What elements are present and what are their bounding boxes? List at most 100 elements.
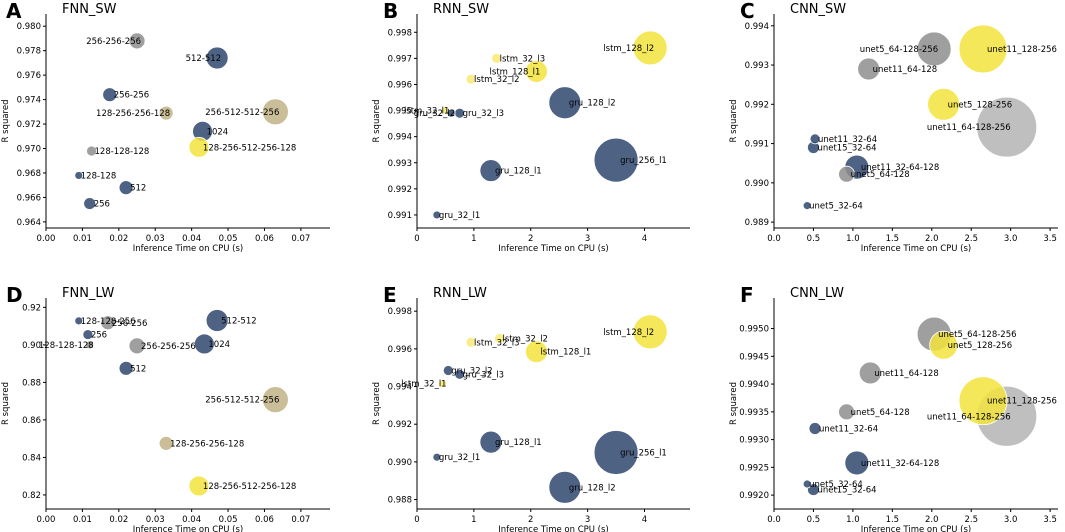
x-tick-label: 0.5 <box>807 234 821 244</box>
x-tick-label: 0.02 <box>109 234 128 244</box>
x-axis-label: Inference Time on CPU (s) <box>861 244 971 254</box>
bubble-label: 256-256-256 <box>86 37 141 47</box>
y-tick-label: 0.9945 <box>739 352 769 362</box>
x-tick-label: 3 <box>585 234 590 244</box>
bubble-unet5-32-64 <box>802 479 812 489</box>
panel-letter: B <box>383 0 398 23</box>
y-tick-label: 0.991 <box>745 140 769 150</box>
y-tick-label: 0.9940 <box>739 380 769 390</box>
bubble-label: lstm_32_l1 <box>404 107 450 117</box>
bubble-label: unet5_64-128 <box>851 170 910 180</box>
bubble-label: unet11_32-64-128 <box>861 163 939 173</box>
y-tick-label: 0.993 <box>745 61 769 71</box>
x-tick-label: 0.04 <box>182 515 201 525</box>
bubble-label: unet5_128-256 <box>948 341 1013 351</box>
bubble-256-256 <box>102 87 118 103</box>
x-tick-label: 0.06 <box>255 234 274 244</box>
chart-title: RNN_LW <box>433 286 487 301</box>
bubble-lstm-32-l1 <box>438 379 447 389</box>
x-tick-label: 0.05 <box>219 234 238 244</box>
x-tick-label: 2.5 <box>964 234 978 244</box>
bubble-label: unet15_32-64 <box>817 144 876 154</box>
bubble-128-256-512-256-128 <box>188 475 210 497</box>
bubble-label: 1024 <box>208 340 230 350</box>
bubble-label: gru_256_l1 <box>620 156 667 166</box>
bubble-label: unet5_32-64 <box>809 480 863 490</box>
panel-b: B RNN_SW 0 1 2 3 4 0.991 0.992 0.993 0.994 0.995 0.9… <box>372 0 690 254</box>
x-tick-label: 0.00 <box>37 515 56 525</box>
panel-letter: C <box>740 0 755 23</box>
bubble-label: 512-512 <box>186 54 222 64</box>
bubble-unet5-64-128 <box>838 403 855 421</box>
x-tick-label: 0.06 <box>255 515 274 525</box>
y-tick-label: 0.992 <box>388 420 412 430</box>
y-tick-label: 0.994 <box>745 22 769 32</box>
bubble-label: lstm_128_l1 <box>490 67 541 77</box>
bubble-256 <box>83 197 97 210</box>
bubble-label: 256-256 <box>114 91 150 101</box>
y-tick-label: 0.996 <box>388 80 412 90</box>
x-tick-label: 0.00 <box>37 234 56 244</box>
bubble-128-128-128 <box>86 145 97 157</box>
bubble-gru-32-l3 <box>454 368 466 380</box>
y-axis-label: R squared <box>372 100 382 143</box>
y-tick-label: 0.964 <box>17 218 41 228</box>
bubble-label: 128-256-512-256-128 <box>203 143 296 153</box>
x-tick-label: 1 <box>471 234 476 244</box>
bubble-label: 256-256 <box>112 319 148 329</box>
x-axis-label: Inference Time on CPU (s) <box>498 244 608 254</box>
x-tick-label: 0 <box>414 515 419 525</box>
bubble-label: unet11_32-64 <box>818 135 877 145</box>
y-tick-label: 0.980 <box>17 22 41 32</box>
bubble-label: gru_32_l3 <box>463 370 504 380</box>
x-tick-label: 2.5 <box>964 515 978 525</box>
bubble-lstm-128-l2 <box>632 314 668 350</box>
x-axis-label: Inference Time on CPU (s) <box>498 525 608 532</box>
bubble-unet11-128-256 <box>958 24 1008 74</box>
chart-title: CNN_SW <box>790 2 846 17</box>
x-tick-label: 0.0 <box>767 234 781 244</box>
bubble-label: 256 <box>91 331 107 341</box>
chart-title: FNN_SW <box>62 2 117 17</box>
bubble-label: lstm_128_l2 <box>603 44 654 54</box>
chart-title: CNN_LW <box>790 286 844 301</box>
bubble-label: 128-128-128 <box>95 147 150 157</box>
bubble-label: unet5_64-128-256 <box>938 330 1016 340</box>
x-tick-label: 0.05 <box>219 515 238 525</box>
panel-letter: D <box>6 283 23 307</box>
x-tick-label: 4 <box>642 234 647 244</box>
bubble-label: 256-512-512-256 <box>205 396 279 406</box>
panel-letter: A <box>6 0 22 23</box>
y-axis-label: R squared <box>372 382 382 425</box>
bubble-128-128-128 <box>85 340 95 350</box>
x-tick-label: 0.07 <box>291 234 310 244</box>
bubble-1024 <box>193 333 215 355</box>
x-axis-label: Inference Time on CPU (s) <box>133 244 243 254</box>
panel-d: D FNN_LW 0.00 0.01 0.02 0.03 0.04 0.05 0.06 0.07 0… <box>1 283 330 532</box>
bubble-unet11-32-64 <box>808 422 822 435</box>
y-tick-label: 0.972 <box>17 120 41 130</box>
bubble-lstm-32-l2 <box>494 333 505 344</box>
panel-f: F CNN_LW 0.0 0.5 1.0 1.5 2.0 2.5 3.0 3.5 0.9920 0.9… <box>729 283 1058 532</box>
bubble-label: lstm_128_l2 <box>603 328 654 338</box>
bubble-label: 512 <box>130 184 146 194</box>
bubble-label: unet11_64-128-256 <box>927 123 1011 133</box>
y-tick-label: 0.995 <box>388 107 412 117</box>
bubble-lstm-32-l2 <box>465 73 477 85</box>
bubble-label: gru_128_l1 <box>495 167 542 177</box>
y-tick-label: 0.88 <box>22 378 41 388</box>
x-tick-label: 1.0 <box>846 515 860 525</box>
y-tick-label: 0.993 <box>388 159 412 169</box>
y-tick-label: 0.974 <box>17 96 41 106</box>
bubble-label: gru_32_l2 <box>451 367 492 377</box>
bubble-label: unet5_128-256 <box>948 100 1013 110</box>
bubble-label: unet5_64-128-256 <box>860 45 938 55</box>
bubble-label: 128-256-256-128 <box>170 439 244 449</box>
bubble-label: unet11_128-256 <box>987 45 1057 55</box>
bubble-gru-32-l2 <box>442 365 454 376</box>
bubble-label: 256 <box>94 200 110 210</box>
x-tick-label: 1.5 <box>886 234 900 244</box>
bubble-unet5-32-64 <box>802 201 812 211</box>
bubble-256-512-512-256 <box>261 386 289 414</box>
